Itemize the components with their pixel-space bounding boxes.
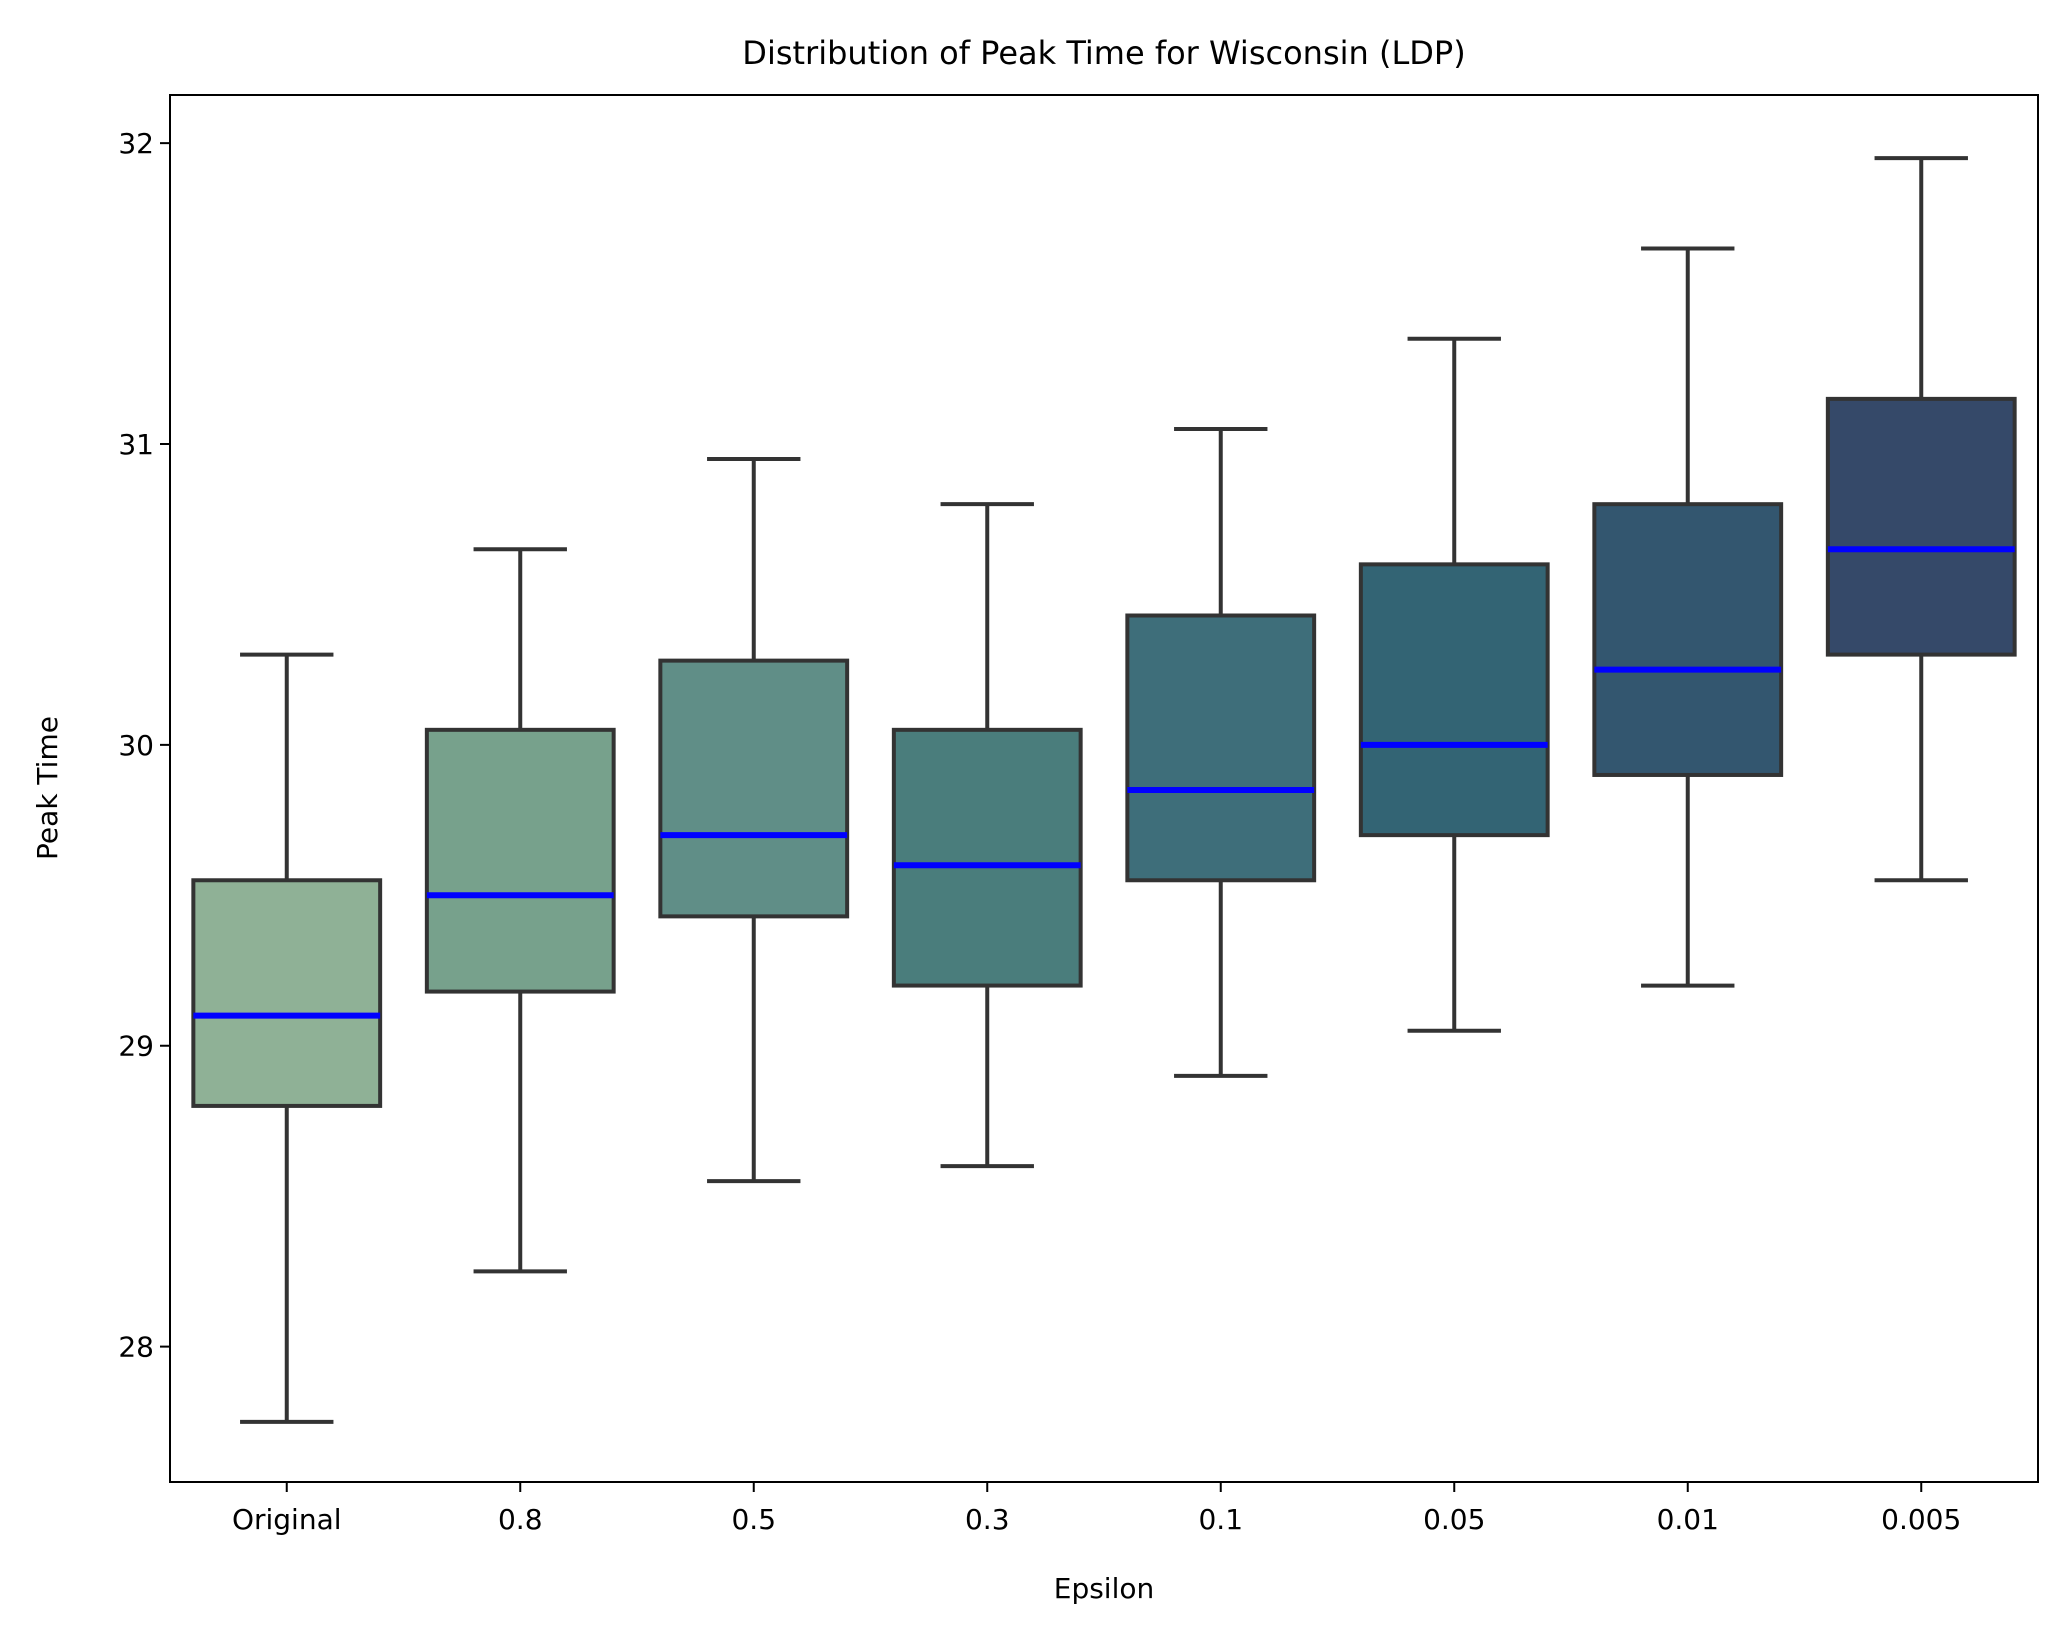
x-tick-label: 0.5: [731, 1503, 776, 1536]
x-tick-label: 0.1: [1198, 1503, 1243, 1536]
chart-title: Distribution of Peak Time for Wisconsin …: [742, 34, 1465, 72]
box-group-6: [1592, 246, 1784, 988]
box-iqr: [1125, 613, 1317, 883]
y-tick-label: 29: [118, 1030, 154, 1063]
y-tick-label: 32: [118, 127, 154, 160]
y-axis-label: Peak Time: [31, 716, 64, 860]
box-iqr: [1592, 502, 1784, 777]
x-tick-label: 0.8: [498, 1503, 543, 1536]
y-axis: 28 29 30 31 32: [118, 127, 170, 1364]
y-tick-label: 30: [118, 729, 154, 762]
box-iqr: [191, 878, 383, 1108]
box-group-4: [1125, 426, 1317, 1078]
x-axis: Original 0.8 0.5 0.3 0.1 0.05 0.01 0.005: [232, 1482, 1961, 1536]
box-group-7: [1825, 156, 2017, 883]
y-tick-label: 28: [118, 1331, 154, 1364]
box-group-0: [191, 652, 383, 1424]
box-group-3: [891, 502, 1083, 1169]
box-group-5: [1358, 336, 1550, 1033]
box-group-1: [424, 547, 616, 1274]
x-tick-label: Original: [232, 1503, 342, 1536]
box-iqr: [1358, 562, 1550, 838]
x-axis-label: Epsilon: [1054, 1572, 1155, 1605]
box-iqr: [424, 727, 616, 994]
x-tick-label: 0.05: [1423, 1503, 1485, 1536]
plot-frame: [169, 94, 2039, 1483]
y-tick-label: 31: [118, 428, 154, 461]
x-tick-label: 0.01: [1657, 1503, 1719, 1536]
box-group-2: [658, 457, 850, 1184]
box-iqr: [891, 727, 1083, 988]
plot-area: [191, 156, 2017, 1424]
x-tick-label: 0.3: [965, 1503, 1010, 1536]
x-tick-label: 0.005: [1881, 1503, 1961, 1536]
box-iqr: [658, 658, 850, 919]
box-iqr: [1825, 396, 2017, 657]
